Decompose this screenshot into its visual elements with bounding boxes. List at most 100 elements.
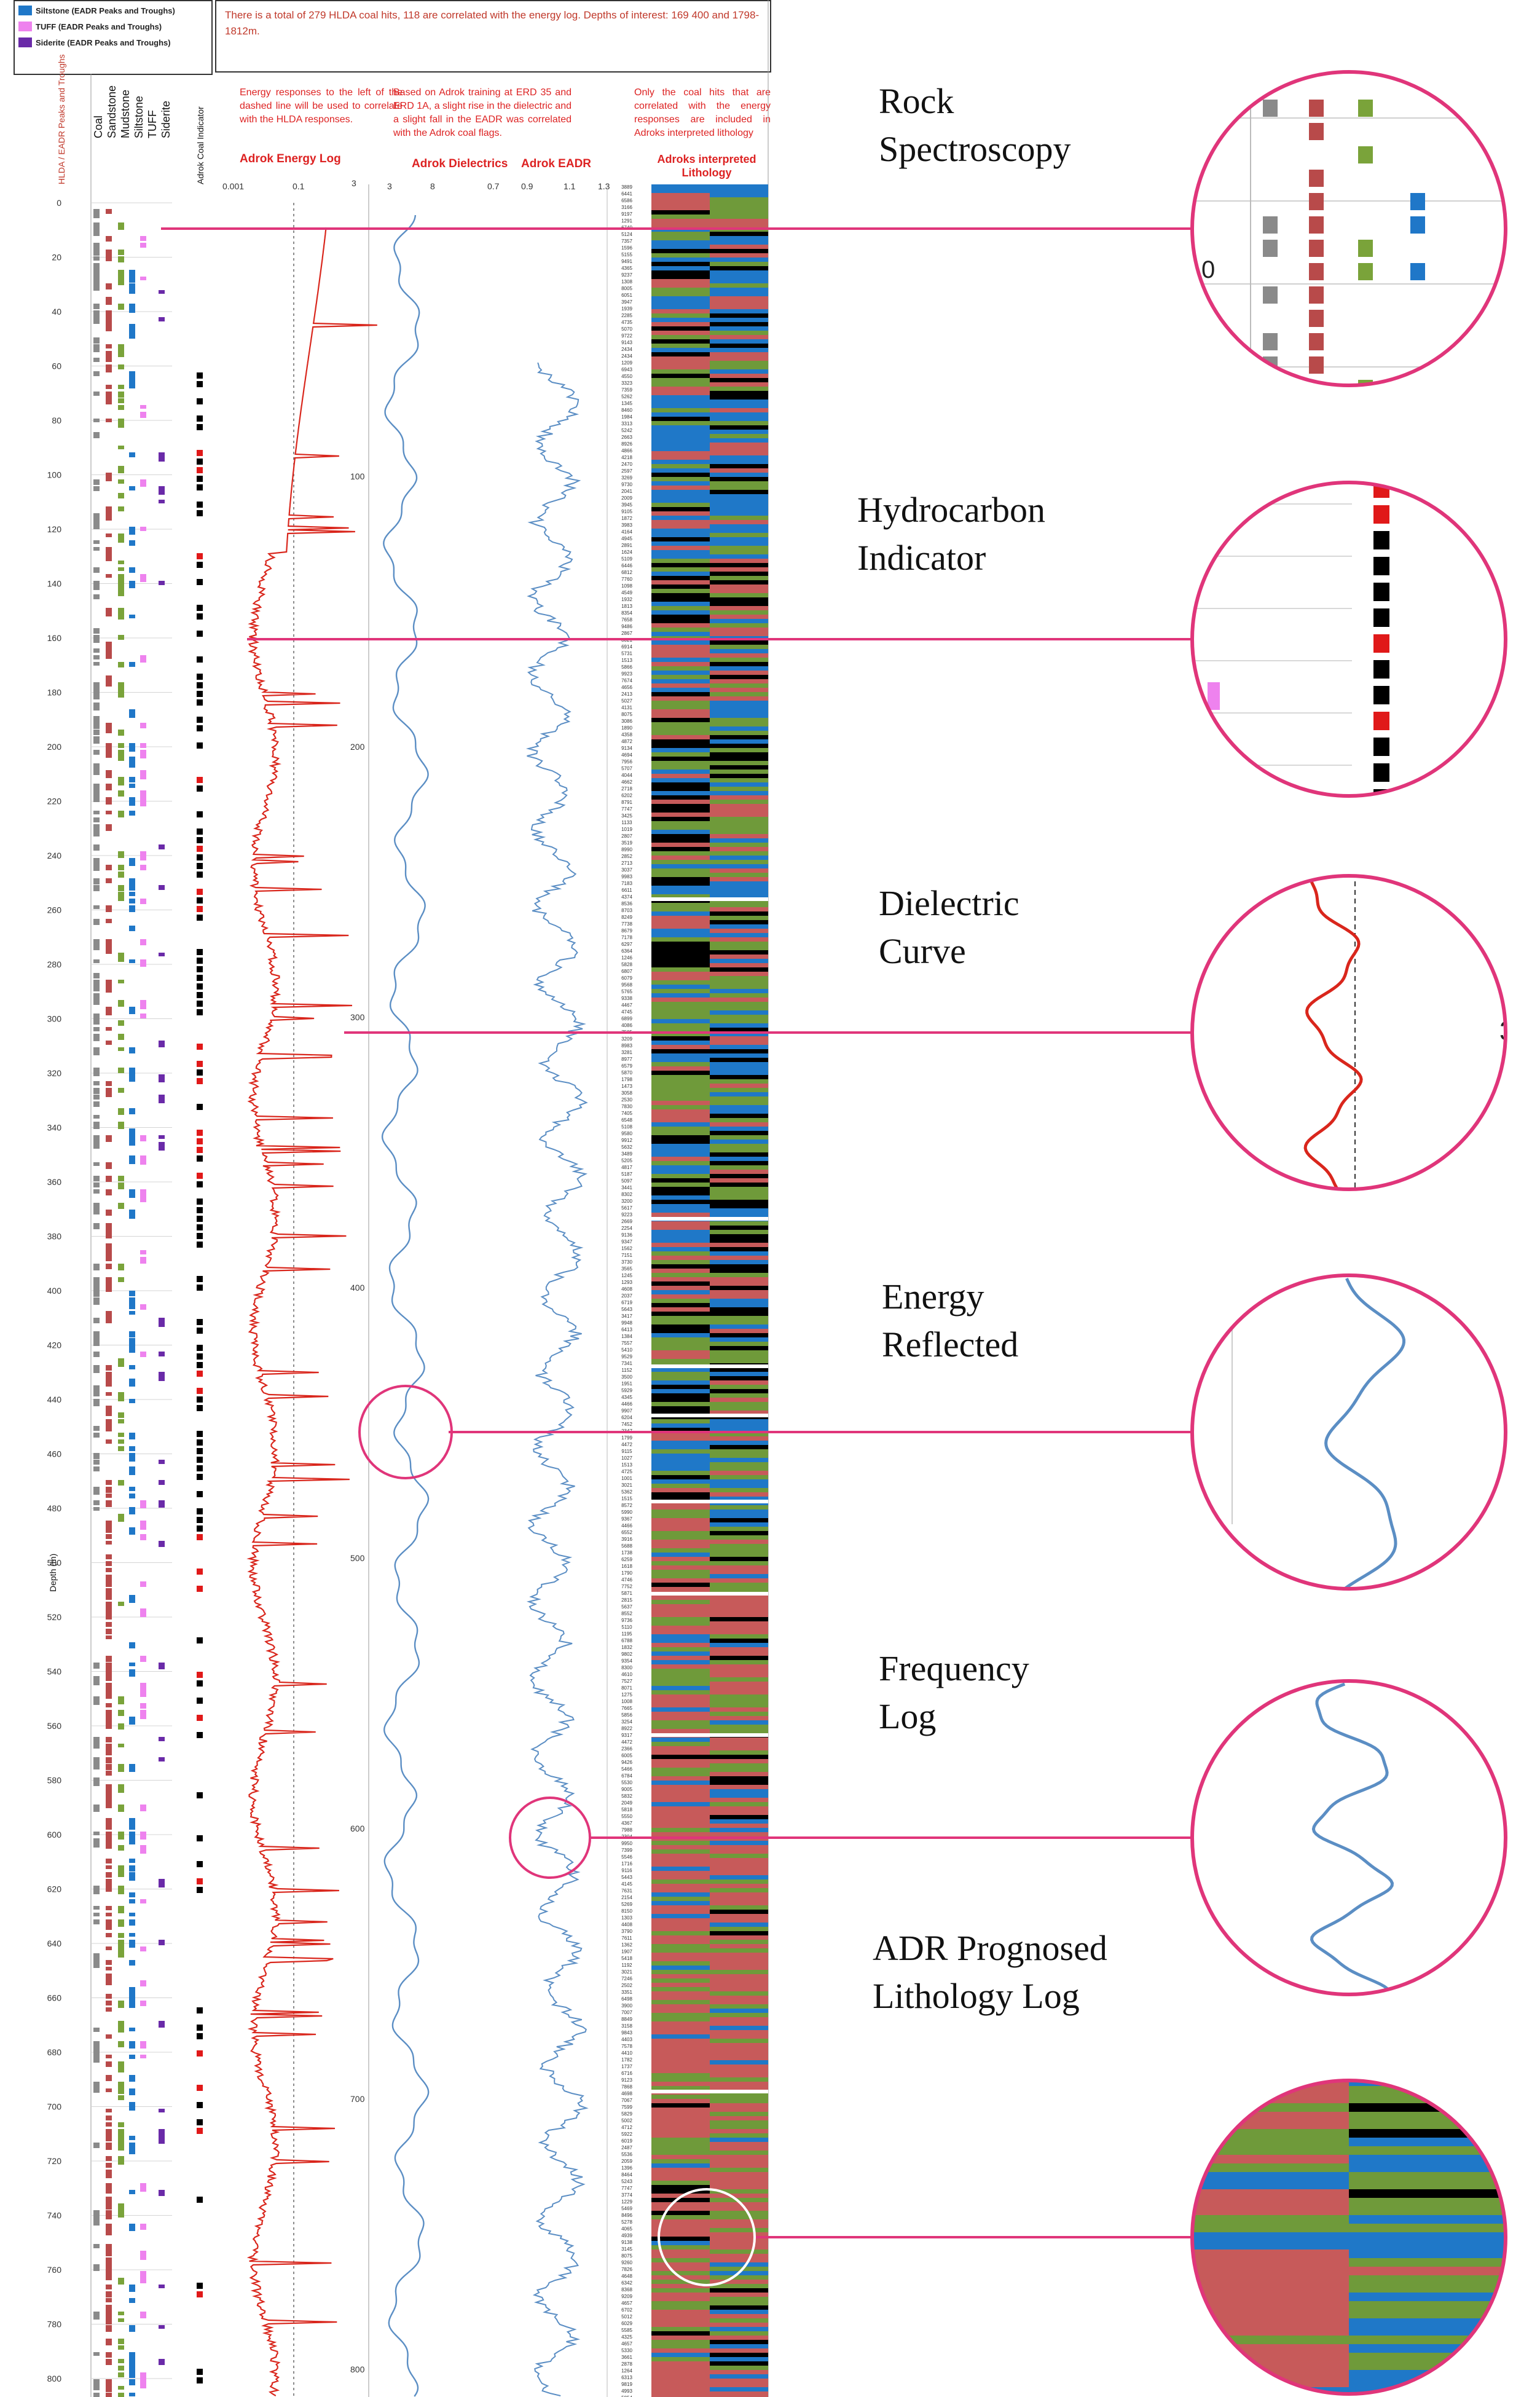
lithology-band bbox=[651, 856, 710, 860]
lithology-band bbox=[651, 1299, 710, 1303]
zoom-indicator-marker bbox=[1373, 634, 1389, 653]
lithology-depth-tick: 6413 bbox=[621, 1327, 632, 1332]
lithology-marker bbox=[93, 1433, 100, 1438]
zoom-marker bbox=[1309, 123, 1324, 140]
lithology-depth-tick: 9116 bbox=[621, 1868, 632, 1873]
lithology-marker bbox=[93, 1913, 100, 1916]
zoom-energy-curve bbox=[1324, 1277, 1405, 1589]
lithology-marker bbox=[106, 1311, 112, 1320]
lithology-marker bbox=[106, 648, 112, 656]
lithology-band bbox=[651, 752, 710, 757]
lithology-band bbox=[710, 352, 768, 356]
coal-indicator-marker bbox=[197, 2283, 203, 2289]
lithology-marker bbox=[106, 1933, 112, 1937]
depth-tick: 720 bbox=[47, 2156, 62, 2166]
lithology-marker bbox=[118, 385, 124, 389]
lithology-band bbox=[710, 937, 768, 942]
lithology-band bbox=[651, 963, 710, 967]
lithology-band bbox=[710, 2159, 768, 2163]
lithology-band bbox=[651, 873, 710, 877]
lithology-band bbox=[651, 1466, 710, 1471]
lithology-band bbox=[651, 1458, 710, 1462]
lithology-depth-tick: 4065 bbox=[621, 2226, 632, 2232]
lithology-marker bbox=[93, 256, 100, 261]
lithology-band bbox=[651, 1596, 710, 1600]
lithology-depth-tick: 9568 bbox=[621, 982, 632, 988]
lithology-marker bbox=[140, 1690, 146, 1697]
lithology-depth-tick: 1872 bbox=[621, 516, 632, 521]
lithology-marker bbox=[140, 412, 146, 418]
lithology-band bbox=[710, 597, 768, 602]
lithology-band bbox=[710, 2318, 768, 2323]
lithology-band bbox=[710, 843, 768, 847]
lithology-band bbox=[651, 219, 710, 223]
lithology-band bbox=[710, 2030, 768, 2034]
lithology-marker bbox=[129, 385, 135, 388]
lithology-note: Only the coal hits that are correlated w… bbox=[634, 87, 771, 138]
lithology-marker bbox=[93, 2379, 100, 2387]
lithology-band bbox=[651, 361, 710, 365]
track-depth-tick: 800 bbox=[350, 2364, 365, 2374]
lithology-marker bbox=[93, 1764, 100, 1769]
lithology-band bbox=[651, 2159, 710, 2163]
lithology-band bbox=[651, 1785, 710, 1789]
lithology-band bbox=[710, 1854, 768, 1858]
lithology-marker bbox=[106, 2136, 112, 2141]
zoom-lithology-band bbox=[1349, 2284, 1506, 2293]
energy-scale-mid: 0.1 bbox=[293, 181, 305, 191]
lithology-marker bbox=[93, 1000, 100, 1005]
lithology-marker bbox=[93, 283, 100, 291]
zoom-lithology-band bbox=[1192, 2181, 1349, 2189]
zoom-dielectric-curve: 30 bbox=[1192, 876, 1506, 1189]
lithology-band bbox=[710, 701, 768, 705]
coal-indicator-marker bbox=[197, 1491, 203, 1497]
lithology-band bbox=[710, 258, 768, 262]
lithology-band bbox=[710, 580, 768, 584]
lithology-marker bbox=[129, 1379, 135, 1387]
lithology-marker bbox=[129, 1345, 135, 1353]
lithology-marker bbox=[118, 1108, 124, 1115]
lithology-marker bbox=[106, 1913, 112, 1916]
lithology-band bbox=[651, 1226, 710, 1230]
lithology-marker bbox=[93, 540, 100, 544]
lithology-marker bbox=[106, 2170, 112, 2178]
lithology-band bbox=[710, 1187, 768, 1191]
lithology-depth-tick: 5632 bbox=[621, 1144, 632, 1150]
lithology-depth-tick: 1098 bbox=[621, 583, 632, 589]
lithology-band bbox=[651, 1398, 710, 1402]
lithology-marker bbox=[129, 270, 135, 277]
lithology-band bbox=[651, 1058, 710, 1062]
lithology-marker bbox=[106, 1791, 112, 1800]
lithology-band bbox=[710, 1789, 768, 1793]
lithology-depth-tick: 4610 bbox=[621, 1672, 632, 1677]
lithology-band bbox=[651, 1888, 710, 1892]
lithology-marker bbox=[106, 398, 112, 404]
lithology-band bbox=[651, 2069, 710, 2073]
zoom-lithology-band bbox=[1349, 2155, 1506, 2163]
lithology-marker bbox=[159, 2285, 165, 2288]
lithology-depth-tick: 1562 bbox=[621, 1246, 632, 1251]
lithology-marker bbox=[106, 1865, 112, 1869]
lithology-band bbox=[651, 1127, 710, 1131]
lithology-marker bbox=[106, 1750, 112, 1755]
lithology-marker bbox=[106, 533, 112, 537]
lithology-marker bbox=[106, 2386, 112, 2392]
lithology-marker bbox=[129, 1487, 135, 1491]
coal-indicator-marker bbox=[197, 1155, 203, 1162]
lithology-marker bbox=[106, 811, 112, 814]
lithology-band bbox=[651, 838, 710, 843]
lithology-depth-tick: 8983 bbox=[621, 1043, 632, 1049]
lithology-depth-tick: 3058 bbox=[621, 1090, 632, 1096]
lithology-depth-tick: 1264 bbox=[621, 2368, 632, 2374]
lithology-depth-tick: 1782 bbox=[621, 2057, 632, 2063]
depth-tick: 40 bbox=[52, 307, 61, 317]
lithology-band bbox=[710, 215, 768, 219]
zoom-indicator-marker bbox=[1373, 738, 1389, 756]
lithology-band bbox=[651, 675, 710, 679]
zoom-indicator-marker bbox=[1373, 712, 1389, 730]
lithology-marker bbox=[93, 581, 100, 590]
lithology-band bbox=[651, 2215, 710, 2219]
lithology-band bbox=[651, 2202, 710, 2206]
lithology-depth-tick: 5990 bbox=[621, 1509, 632, 1515]
lithology-band bbox=[651, 696, 710, 701]
